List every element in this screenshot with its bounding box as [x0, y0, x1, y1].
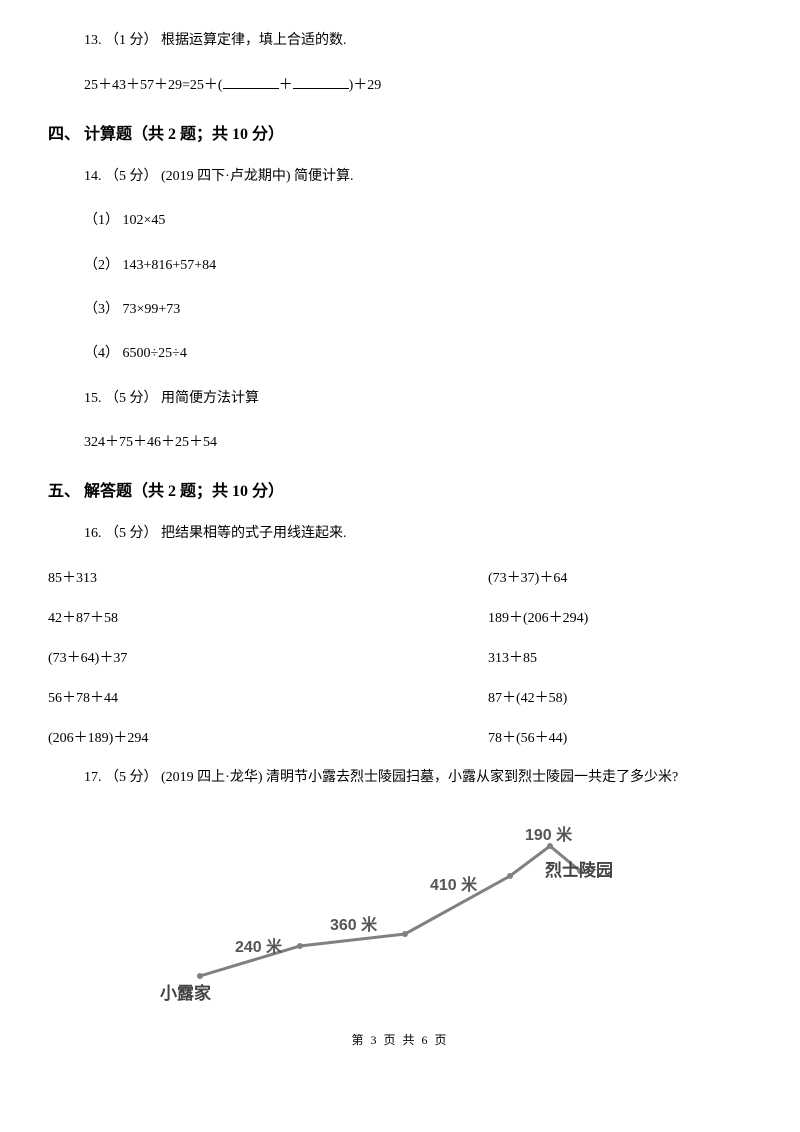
q17-header: 17. （5 分） (2019 四上·龙华) 清明节小露去烈士陵园扫墓，小露从家…: [48, 767, 752, 789]
q17-label-d1: 240 米: [235, 933, 282, 957]
q14-header: 14. （5 分） (2019 四下·卢龙期中) 简便计算.: [48, 166, 752, 188]
q16-row: 85＋313(73＋37)＋64: [48, 567, 752, 587]
q17-label-start: 小露家: [160, 979, 211, 1004]
q15-expression: 324＋75＋46＋25＋54: [48, 432, 752, 454]
q16-row: 56＋78＋4487＋(42＋58): [48, 687, 752, 707]
q16-row: (206＋189)＋29478＋(56＋44): [48, 727, 752, 747]
q17-node-3: [507, 873, 513, 879]
q17-node-1: [297, 943, 303, 949]
q16-left: (206＋189)＋294: [48, 727, 488, 747]
section-5-title: 五、 解答题（共 2 题；共 10 分）: [48, 477, 752, 501]
q17-path-svg: [150, 811, 650, 1001]
q14-part3: （3） 73×99+73: [48, 299, 752, 321]
q16-left: 42＋87＋58: [48, 607, 488, 627]
page-footer: 第 3 页 共 6 页: [48, 1031, 752, 1048]
q17-label-d3: 410 米: [430, 871, 477, 895]
q13-header: 13. （1 分） 根据运算定律，填上合适的数.: [48, 30, 752, 52]
q16-left: 56＋78＋44: [48, 687, 488, 707]
q16-header: 16. （5 分） 把结果相等的式子用线连起来.: [48, 523, 752, 545]
q16-right: 78＋(56＋44): [488, 727, 752, 747]
q13-expr-b: ＋: [279, 78, 293, 93]
q14-part2: （2） 143+816+57+84: [48, 255, 752, 277]
q17-diagram: 240 米 360 米 410 米 190 米 小露家 烈士陵园: [150, 811, 650, 1001]
q16-right: 313＋85: [488, 647, 752, 667]
section-4-title: 四、 计算题（共 2 题；共 10 分）: [48, 120, 752, 144]
q16-right: (73＋37)＋64: [488, 567, 752, 587]
q17-label-end: 烈士陵园: [545, 856, 613, 881]
q16-row: 42＋87＋58189＋(206＋294): [48, 607, 752, 627]
q16-right: 87＋(42＋58): [488, 687, 752, 707]
q16-right: 189＋(206＋294): [488, 607, 752, 627]
q13-expr-c: )＋29: [349, 78, 382, 93]
q16-rows: 85＋313(73＋37)＋6442＋87＋58189＋(206＋294)(73…: [48, 567, 752, 747]
q14-part1: （1） 102×45: [48, 210, 752, 232]
q15-header: 15. （5 分） 用简便方法计算: [48, 388, 752, 410]
q17-label-d2: 360 米: [330, 911, 377, 935]
q13-expression: 25＋43＋57＋29=25＋( ＋ )＋29: [48, 74, 752, 97]
q16-left: 85＋313: [48, 567, 488, 587]
q16-row: (73＋64)＋37313＋85: [48, 647, 752, 667]
q13-blank-2[interactable]: [293, 74, 349, 89]
q13-expr-a: 25＋43＋57＋29=25＋(: [84, 78, 223, 93]
q17-node-2: [402, 931, 408, 937]
q16-left: (73＋64)＋37: [48, 647, 488, 667]
q14-part4: （4） 6500÷25÷4: [48, 343, 752, 365]
q17-label-d4: 190 米: [525, 821, 572, 845]
q13-blank-1[interactable]: [223, 74, 279, 89]
